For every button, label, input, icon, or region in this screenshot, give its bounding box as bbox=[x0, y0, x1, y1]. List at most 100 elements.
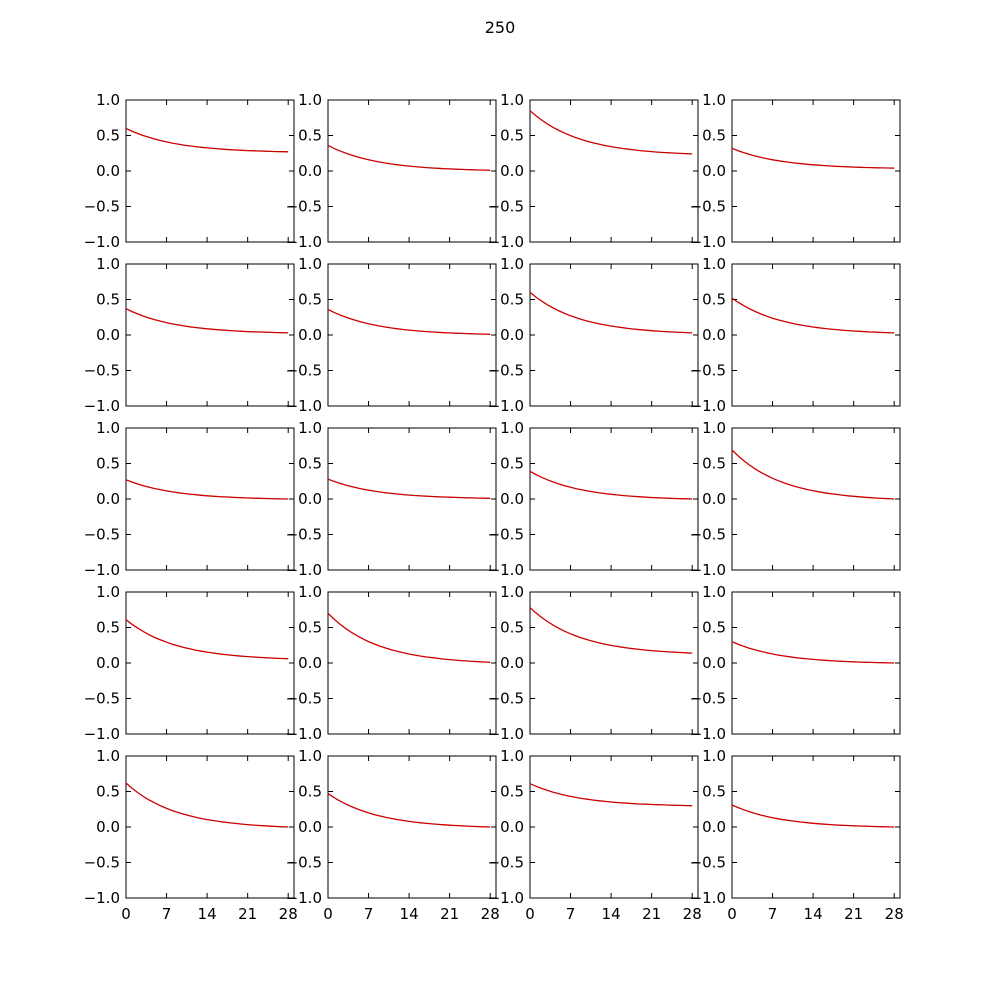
x-tick-label: 21 bbox=[440, 905, 459, 923]
y-tick-label: 1.0 bbox=[702, 583, 726, 601]
y-tick-label: 1.0 bbox=[96, 91, 120, 109]
panel-11: −1.0 −0.5 0.0 0.5 1.0 bbox=[488, 419, 699, 579]
y-tick-label: 0.5 bbox=[96, 783, 120, 801]
x-tick-label: 0 bbox=[727, 905, 737, 923]
series-line bbox=[731, 147, 895, 169]
y-tick-label: 0.5 bbox=[702, 291, 726, 309]
y-tick-label: 1.0 bbox=[96, 583, 120, 601]
y-tick-label: 0.0 bbox=[298, 326, 322, 344]
x-tick-label: 28 bbox=[885, 905, 904, 923]
y-tick-label: 0.5 bbox=[500, 291, 524, 309]
series-line bbox=[731, 641, 895, 664]
y-tick-label: −1.0 bbox=[84, 889, 120, 907]
x-tick-label: 14 bbox=[804, 905, 823, 923]
y-tick-label: −0.5 bbox=[286, 198, 322, 216]
series-line bbox=[125, 308, 289, 334]
y-tick-label: 0.0 bbox=[96, 654, 120, 672]
y-tick-label: −0.5 bbox=[488, 526, 524, 544]
y-tick-label: 1.0 bbox=[96, 255, 120, 273]
panel-4: −1.0 −0.5 0.0 0.5 1.0 bbox=[690, 91, 901, 251]
axes-frame bbox=[529, 99, 699, 243]
x-tick-label: 14 bbox=[198, 905, 217, 923]
y-tick-label: −1.0 bbox=[488, 397, 524, 415]
axes-frame bbox=[125, 755, 295, 899]
x-tick-label: 0 bbox=[121, 905, 131, 923]
x-tick-label: 28 bbox=[481, 905, 500, 923]
y-tick-label: 0.0 bbox=[298, 490, 322, 508]
axes-frame bbox=[327, 99, 497, 243]
panel-20: −1.0 −0.5 0.0 0.5 1.0 0 7 14 21 28 bbox=[690, 747, 904, 923]
axes-frame bbox=[731, 427, 901, 571]
y-tick-label: −1.0 bbox=[690, 397, 726, 415]
y-tick-label: 0.5 bbox=[500, 127, 524, 145]
y-tick-label: 0.0 bbox=[500, 654, 524, 672]
series-line bbox=[125, 127, 289, 153]
y-tick-label: 0.5 bbox=[96, 127, 120, 145]
panel-14: −1.0 −0.5 0.0 0.5 1.0 bbox=[286, 583, 497, 743]
panel-16: −1.0 −0.5 0.0 0.5 1.0 bbox=[690, 583, 901, 743]
y-tick-label: 0.5 bbox=[500, 455, 524, 473]
y-tick-label: −1.0 bbox=[286, 725, 322, 743]
y-tick-label: −0.5 bbox=[286, 526, 322, 544]
y-tick-label: 0.0 bbox=[298, 162, 322, 180]
y-tick-label: −0.5 bbox=[286, 690, 322, 708]
x-tick-label: 0 bbox=[323, 905, 333, 923]
x-tick-label: 28 bbox=[683, 905, 702, 923]
y-tick-label: −1.0 bbox=[690, 233, 726, 251]
y-tick-label: 0.0 bbox=[500, 326, 524, 344]
y-tick-label: 0.5 bbox=[702, 619, 726, 637]
y-tick-label: −0.5 bbox=[488, 854, 524, 872]
y-tick-label: −0.5 bbox=[690, 198, 726, 216]
axes-frame bbox=[529, 755, 699, 899]
panel-8: −1.0 −0.5 0.0 0.5 1.0 bbox=[690, 255, 901, 415]
y-tick-label: 1.0 bbox=[500, 583, 524, 601]
y-tick-label: 0.0 bbox=[96, 490, 120, 508]
series-line bbox=[327, 308, 491, 335]
axes-frame bbox=[125, 591, 295, 735]
y-tick-label: −1.0 bbox=[690, 725, 726, 743]
y-tick-label: 1.0 bbox=[702, 419, 726, 437]
axes-frame bbox=[327, 591, 497, 735]
y-tick-label: −0.5 bbox=[84, 526, 120, 544]
y-tick-label: 0.5 bbox=[298, 783, 322, 801]
panel-3: −1.0 −0.5 0.0 0.5 1.0 bbox=[488, 91, 699, 251]
y-tick-label: −1.0 bbox=[488, 889, 524, 907]
y-tick-label: 0.0 bbox=[500, 818, 524, 836]
y-tick-label: −0.5 bbox=[84, 854, 120, 872]
y-tick-label: 1.0 bbox=[500, 255, 524, 273]
y-tick-label: 0.0 bbox=[96, 326, 120, 344]
y-tick-label: −0.5 bbox=[286, 854, 322, 872]
panel-10: −1.0 −0.5 0.0 0.5 1.0 bbox=[286, 419, 497, 579]
series-line bbox=[529, 110, 693, 155]
y-tick-label: −0.5 bbox=[84, 690, 120, 708]
y-tick-label: −0.5 bbox=[488, 362, 524, 380]
y-tick-label: 0.5 bbox=[96, 455, 120, 473]
axes-frame bbox=[125, 99, 295, 243]
y-tick-label: 0.5 bbox=[500, 619, 524, 637]
y-tick-label: 1.0 bbox=[298, 747, 322, 765]
panel-12: −1.0 −0.5 0.0 0.5 1.0 bbox=[690, 419, 901, 579]
y-tick-label: 0.0 bbox=[702, 162, 726, 180]
x-tick-label: 21 bbox=[642, 905, 661, 923]
y-tick-label: −1.0 bbox=[488, 233, 524, 251]
y-tick-label: −1.0 bbox=[286, 561, 322, 579]
y-tick-label: 0.5 bbox=[96, 291, 120, 309]
series-line bbox=[327, 793, 491, 828]
y-tick-label: 0.5 bbox=[298, 291, 322, 309]
y-tick-label: −1.0 bbox=[286, 397, 322, 415]
series-line bbox=[125, 619, 289, 660]
y-tick-label: −0.5 bbox=[690, 690, 726, 708]
y-tick-label: 1.0 bbox=[702, 255, 726, 273]
y-tick-label: 1.0 bbox=[702, 747, 726, 765]
axes-frame bbox=[529, 591, 699, 735]
series-line bbox=[125, 479, 289, 500]
x-tick-label: 28 bbox=[279, 905, 298, 923]
y-tick-label: −0.5 bbox=[690, 362, 726, 380]
y-tick-label: 0.0 bbox=[702, 818, 726, 836]
axes-frame bbox=[125, 263, 295, 407]
axes-frame bbox=[327, 263, 497, 407]
y-tick-label: −1.0 bbox=[690, 889, 726, 907]
y-tick-label: 1.0 bbox=[500, 91, 524, 109]
y-tick-label: 1.0 bbox=[500, 419, 524, 437]
